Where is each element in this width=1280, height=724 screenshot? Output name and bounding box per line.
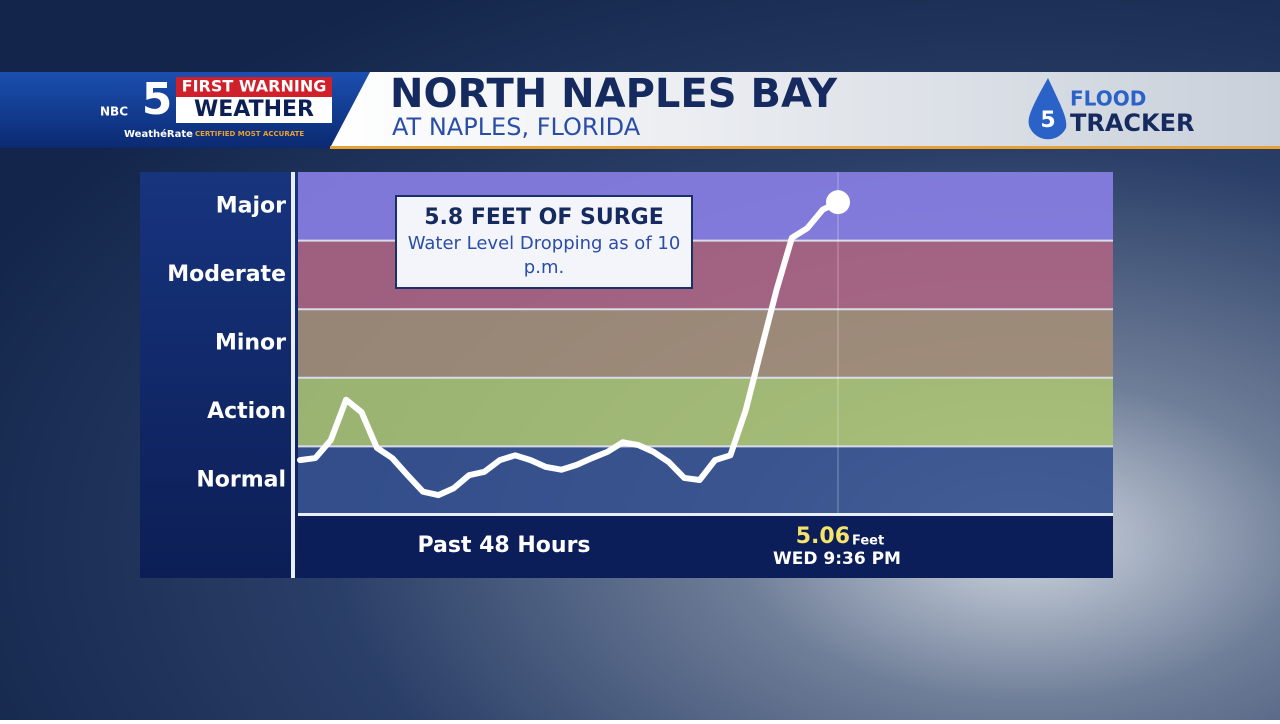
partner-tag: CERTIFIED MOST ACCURATE	[195, 130, 304, 138]
annotation-box	[395, 195, 693, 289]
brand-top-bg	[176, 77, 332, 97]
footer-bar	[298, 515, 1113, 578]
annotation-wrap: Water Level Dropping as of 10 p.m.	[407, 233, 681, 278]
current-value: 5.06	[796, 524, 850, 549]
band-label: Normal	[196, 468, 286, 493]
partner: WeathéRate	[124, 128, 193, 140]
station-logo: NBC	[100, 105, 128, 119]
brand-top: FIRST WARNING	[182, 77, 327, 96]
subtitle: AT NAPLES, FLORIDA	[392, 113, 641, 141]
water-level-line	[297, 199, 841, 499]
current-unit: Feet	[852, 534, 884, 549]
brand-bottom-bg	[176, 97, 332, 123]
drop-number: 5	[1040, 108, 1055, 133]
current-time: WED 9:36 PM	[773, 549, 901, 569]
annotation-title: 5.8 FEET OF SURGE	[424, 205, 664, 230]
title: NORTH NAPLES BAY	[390, 71, 838, 117]
band-label: Major	[216, 193, 286, 218]
brand-bottom: WEATHER	[194, 97, 314, 122]
latest-point	[826, 190, 850, 215]
band	[298, 377, 1113, 447]
band-label: Action	[207, 399, 286, 424]
band	[298, 309, 1113, 378]
label-column	[140, 172, 298, 578]
axis-rule	[291, 172, 295, 578]
drop-icon	[1028, 78, 1067, 140]
band-label: Minor	[215, 331, 286, 356]
x-label: Past 48 Hours	[417, 533, 590, 558]
plot	[297, 172, 1113, 515]
header-rule	[330, 146, 1280, 149]
baseline	[298, 513, 1113, 516]
band	[298, 446, 1113, 515]
channel: 5	[142, 74, 173, 125]
tracker-top: FLOOD	[1070, 87, 1146, 111]
tracker-bottom: TRACKER	[1070, 109, 1195, 137]
annotation-text: Water Level Dropping as of 10 p.m.	[407, 233, 681, 278]
band-label: Moderate	[167, 262, 286, 287]
